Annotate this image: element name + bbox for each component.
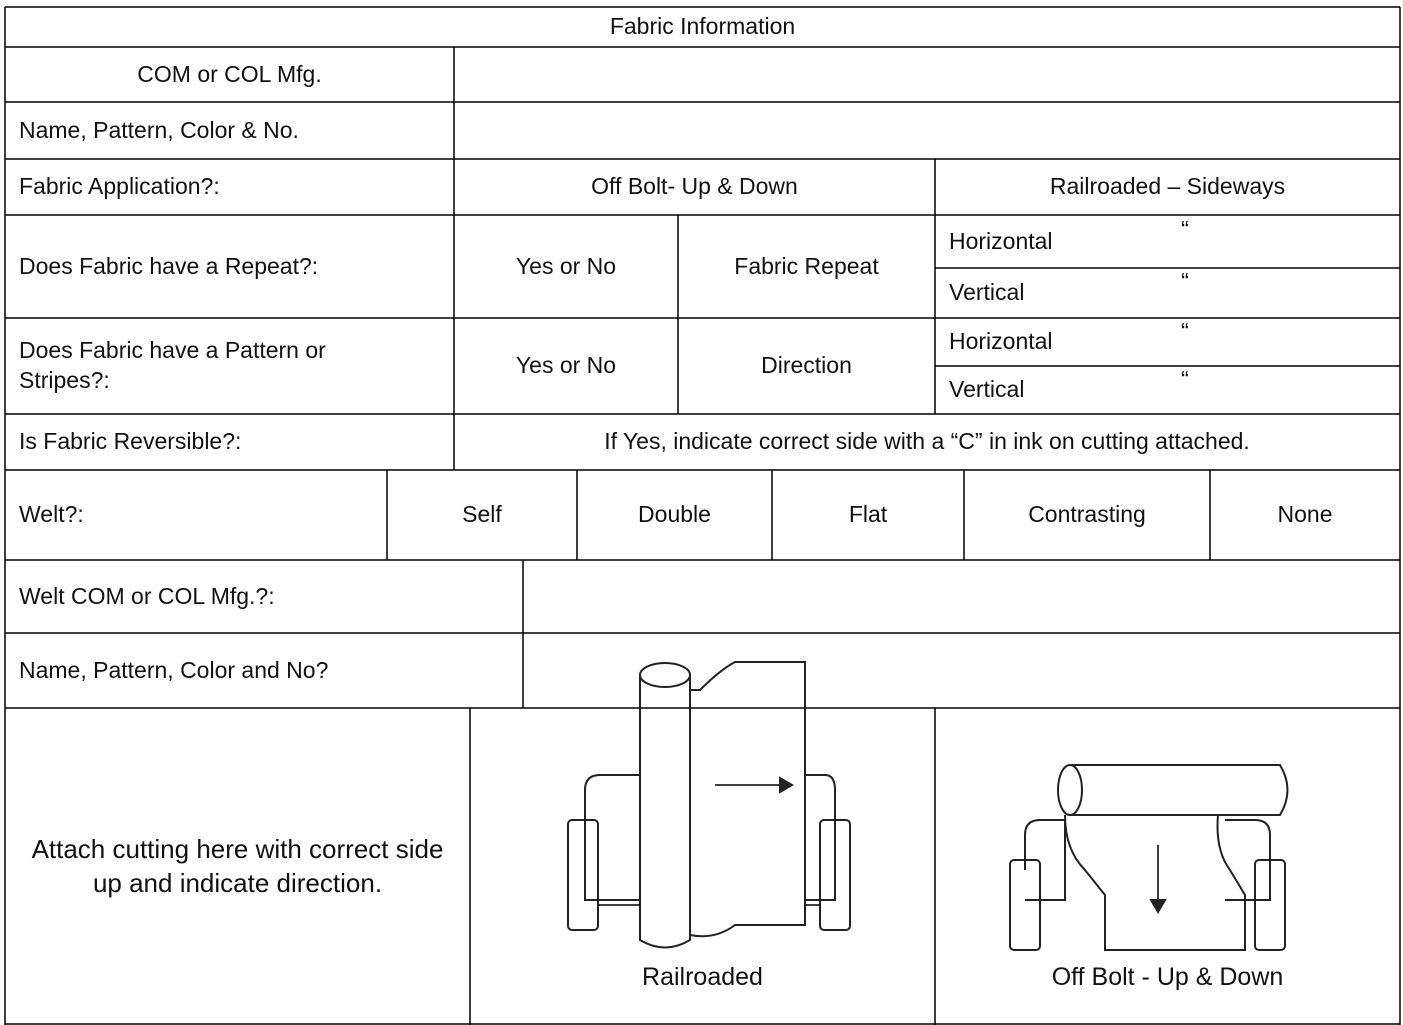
option: Railroaded – Sideways bbox=[1049, 173, 1286, 200]
option: Off Bolt- Up & Down bbox=[591, 173, 798, 200]
option: Yes or No bbox=[515, 252, 617, 279]
grid-lines bbox=[4, 6, 1401, 1025]
option: Double bbox=[638, 501, 711, 528]
field-label: Fabric Repeat bbox=[734, 252, 879, 279]
field-label: Welt?: bbox=[19, 501, 84, 528]
option: Yes or No bbox=[515, 352, 617, 379]
form-title: Fabric Information bbox=[609, 13, 796, 40]
image-caption: Off Bolt - Up & Down bbox=[1051, 963, 1284, 992]
field-label: Welt COM or COL Mfg.?: bbox=[19, 582, 275, 609]
field-label: Does Fabric have a Pattern or Stripes?: bbox=[19, 337, 326, 393]
image-caption: Railroaded bbox=[642, 963, 763, 992]
off-bolt-sketch bbox=[1009, 764, 1289, 951]
sub-label: Horizontal bbox=[949, 328, 1053, 355]
inch-mark: “ bbox=[1181, 268, 1189, 295]
inch-mark: “ bbox=[1181, 318, 1189, 345]
sub-label: Horizontal bbox=[949, 227, 1053, 254]
option: Flat bbox=[848, 501, 888, 528]
option: Contrasting bbox=[1028, 501, 1146, 528]
field-label: COM or COL Mfg. bbox=[137, 60, 322, 87]
field-label: Direction bbox=[761, 352, 852, 379]
field-label: Name, Pattern, Color & No. bbox=[19, 116, 299, 143]
inch-mark: “ bbox=[1181, 216, 1189, 243]
field-label: Name, Pattern, Color and No? bbox=[19, 656, 329, 683]
railroaded-sketch bbox=[567, 661, 851, 949]
field-label: Is Fabric Reversible?: bbox=[19, 428, 242, 455]
option: None bbox=[1277, 501, 1333, 528]
option: Self bbox=[462, 501, 502, 528]
field-label: Does Fabric have a Repeat?: bbox=[19, 252, 319, 279]
note: If Yes, indicate correct side with a “C”… bbox=[604, 428, 1250, 455]
instruction: Attach cutting here with correct side up… bbox=[31, 833, 444, 898]
sub-label: Vertical bbox=[949, 279, 1025, 306]
inch-mark: “ bbox=[1181, 366, 1189, 393]
field-label: Fabric Application?: bbox=[19, 173, 220, 200]
sub-label: Vertical bbox=[949, 376, 1025, 403]
